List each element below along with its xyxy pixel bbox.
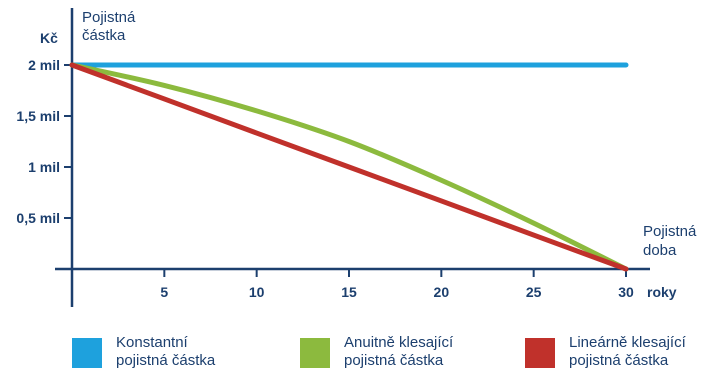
y-axis-unit: Kč [40,30,58,46]
y-tick-label-0: 2 mil [28,57,60,73]
legend-item-linearne: Lineárně klesající pojistná částka [525,334,686,370]
x-tick-label-0: 5 [160,284,168,300]
y-axis-title-line-1: Pojistná [82,9,136,26]
x-tick-label-2: 15 [341,284,357,300]
x-tick-label-1: 10 [249,284,265,300]
legend-item-konstantni: Konstantní pojistná částka [72,334,215,370]
legend-swatch-anuitne [300,338,330,368]
legend: Konstantní pojistná částka Anuitně klesa… [0,328,708,371]
y-tick-label-3: 0,5 mil [16,210,60,226]
legend-label-anuitne: Anuitně klesající pojistná částka [344,334,454,369]
x-axis-end-title-line-1: Pojistná [643,223,697,240]
x-axis-unit: roky [647,284,677,300]
axis-ticks: 2 mil 1,5 mil 1 mil 0,5 mil 5 10 15 20 25 30 [16,57,634,300]
x-axis-end-title: Pojistná doba [643,223,701,259]
x-tick-label-3: 20 [434,284,450,300]
series-line-anuitne [69,62,629,272]
x-tick-label-5: 30 [618,284,634,300]
y-axis-title: Pojistná částka [82,9,140,44]
chart: Pojistná částka Kč Pojistná doba roky 2 … [16,8,701,307]
series-group [69,62,629,272]
series-line-linearne [69,62,629,272]
y-tick-label-2: 1 mil [28,159,60,175]
legend-item-anuitne: Anuitně klesající pojistná částka [300,334,453,370]
legend-label-linearne: Lineárně klesající pojistná částka [569,334,686,369]
legend-swatch-linearne [525,338,555,368]
y-tick-label-1: 1,5 mil [16,108,60,124]
x-tick-label-4: 25 [526,284,542,300]
legend-label-konstantni: Konstantní pojistná částka [116,334,216,369]
y-axis-title-line-2: částka [82,27,126,44]
legend-swatch-konstantni [72,338,102,368]
x-axis-end-title-line-2: doba [643,242,677,259]
